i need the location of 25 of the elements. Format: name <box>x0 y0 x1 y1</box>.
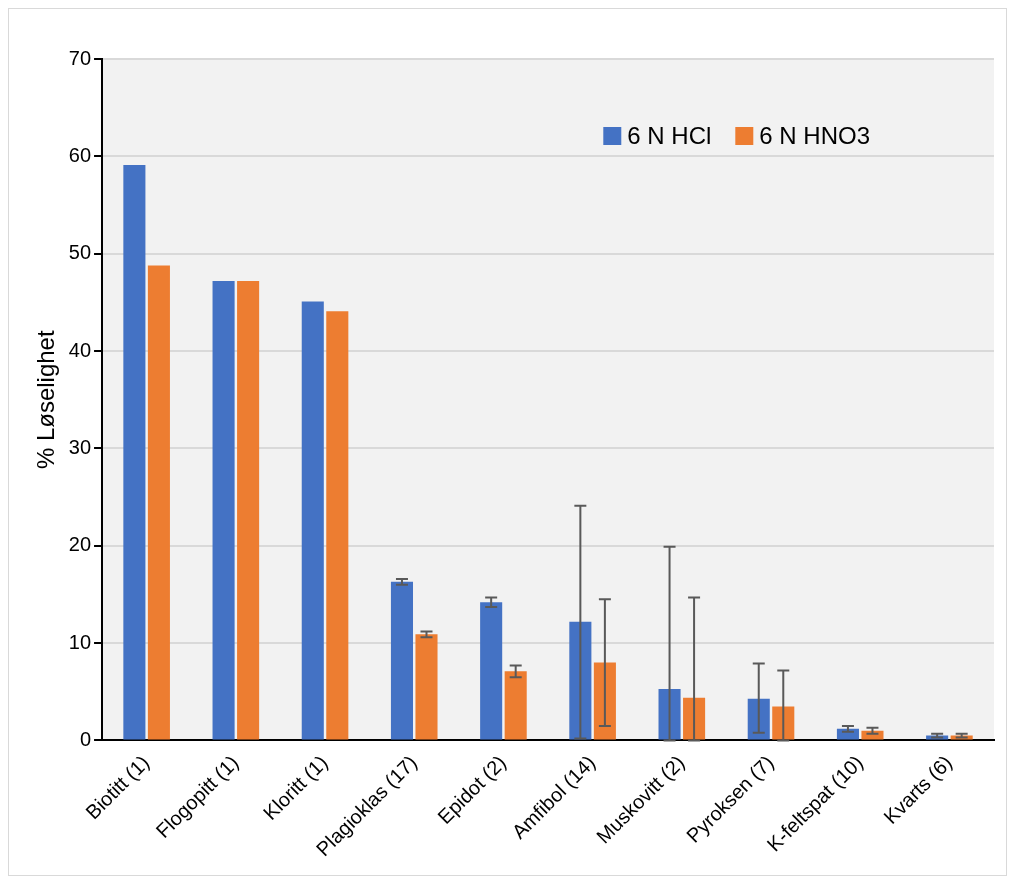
bar <box>390 581 413 740</box>
bar <box>147 265 170 740</box>
y-tick-label: 50 <box>68 241 92 264</box>
y-tick-label: 10 <box>68 630 92 653</box>
y-tick-label: 40 <box>68 338 92 361</box>
bar <box>326 311 349 740</box>
bar <box>480 602 503 740</box>
bar <box>658 688 681 740</box>
y-tick-label: 20 <box>68 533 92 556</box>
y-axis-title: % Løselighet <box>32 330 60 470</box>
bar <box>593 662 616 740</box>
y-tick-label: 30 <box>68 435 92 458</box>
bar <box>123 165 146 740</box>
bar <box>569 621 592 740</box>
bar <box>237 280 260 740</box>
legend-label: 6 N HNO3 <box>759 121 871 149</box>
bar <box>504 671 527 740</box>
bar <box>415 634 438 740</box>
y-tick-label: 70 <box>68 46 92 69</box>
bar <box>772 706 795 740</box>
bar <box>212 280 235 740</box>
y-tick-label: 0 <box>79 728 92 751</box>
y-tick-label: 60 <box>68 143 92 166</box>
legend-label: 6 N HCl <box>627 121 712 149</box>
bar <box>301 301 324 740</box>
